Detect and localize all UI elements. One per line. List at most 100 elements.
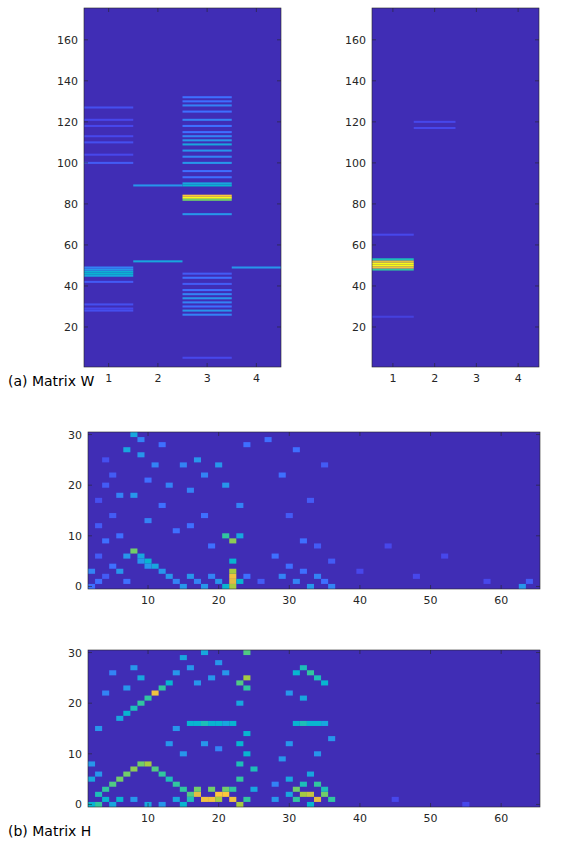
heatmap-cell	[152, 462, 159, 467]
heatmap-cell	[300, 792, 307, 797]
heatmap-cell	[180, 655, 187, 660]
heatmap-cell	[286, 792, 293, 797]
heatmap-cell	[243, 650, 250, 655]
x-tick	[148, 803, 149, 807]
x-tick	[359, 803, 360, 807]
heatmap-cell	[372, 234, 414, 236]
heatmap-cell	[137, 452, 144, 457]
x-tick-label: 60	[494, 594, 508, 607]
heatmap-cell	[286, 513, 293, 518]
y-tick	[536, 753, 540, 754]
heatmap-cell	[236, 579, 243, 584]
y-tick-label: 20	[68, 697, 82, 710]
heatmap-cell	[229, 538, 236, 543]
x-tick	[218, 432, 219, 436]
y-tick	[372, 203, 376, 204]
heatmap-cell	[102, 538, 109, 543]
heatmap-cell	[258, 579, 265, 584]
x-tick	[476, 363, 477, 367]
heatmap-cell	[123, 447, 130, 452]
y-tick-label: 20	[68, 479, 82, 492]
heatmap-background	[84, 8, 281, 367]
x-tick	[430, 432, 431, 436]
heatmap-cell	[173, 797, 180, 802]
x-tick	[289, 585, 290, 589]
heatmap-cell	[159, 802, 166, 807]
heatmap-cell	[123, 711, 130, 716]
heatmap-cell	[116, 797, 123, 802]
heatmap-cell	[243, 797, 250, 802]
heatmap-cell	[183, 293, 232, 295]
heatmap-cell	[166, 777, 173, 782]
heatmap-cell	[328, 584, 335, 589]
heatmap-cell	[88, 777, 95, 782]
y-tick	[535, 39, 539, 40]
heatmap-cell	[123, 554, 130, 559]
x-tick	[430, 803, 431, 807]
heatmap-cell	[265, 437, 272, 442]
heatmap-cell	[229, 584, 236, 589]
y-tick-label: 0	[75, 798, 82, 811]
heatmap-cell	[84, 154, 133, 156]
x-tick	[359, 650, 360, 654]
heatmap-cell	[116, 493, 123, 498]
y-tick	[84, 162, 88, 163]
y-tick-label: 30	[68, 429, 82, 442]
heatmap-cell	[166, 483, 173, 488]
heatmap-cell	[243, 685, 250, 690]
heatmap-cell	[293, 447, 300, 452]
panel-caption: (b) Matrix H	[8, 823, 91, 839]
y-tick	[536, 703, 540, 704]
heatmap-cell	[180, 462, 187, 467]
heatmap-cell	[236, 777, 243, 782]
axes-frame	[84, 8, 281, 367]
heatmap-cell	[84, 135, 133, 137]
heatmap-cell	[123, 772, 130, 777]
y-tick	[535, 285, 539, 286]
heatmap-cell	[109, 782, 116, 787]
heatmap-cell	[328, 736, 335, 741]
heatmap-cell	[243, 574, 250, 579]
plot-area	[372, 8, 539, 367]
heatmap-cell	[183, 195, 232, 197]
y-tick	[372, 162, 376, 163]
heatmap-cell	[314, 675, 321, 680]
x-tick	[518, 8, 519, 12]
x-tick	[434, 8, 435, 12]
heatmap-cell	[84, 281, 133, 283]
x-tick-label: 1	[389, 372, 396, 385]
y-tick-label: 20	[64, 321, 78, 334]
x-tick	[148, 585, 149, 589]
y-tick-label: 140	[345, 75, 366, 88]
heatmap-cell	[133, 260, 182, 262]
heatmap-cell	[215, 792, 222, 797]
heatmap-cell	[109, 513, 116, 518]
heatmap-cell	[356, 569, 363, 574]
heatmap-cell	[152, 564, 159, 569]
heatmap-cell	[95, 726, 102, 731]
x-tick-label: 30	[282, 594, 296, 607]
heatmap-cell	[279, 574, 286, 579]
heatmap-cell	[243, 442, 250, 447]
heatmap-cell	[321, 680, 328, 685]
heatmap-cell	[102, 691, 109, 696]
heatmap-cell	[187, 523, 194, 528]
y-tick	[277, 203, 281, 204]
x-tick-label: 30	[282, 812, 296, 825]
heatmap-cell	[236, 802, 243, 807]
y-tick-label: 40	[352, 280, 366, 293]
heatmap-cell	[102, 483, 109, 488]
y-tick	[84, 244, 88, 245]
heatmap-cell	[130, 548, 137, 553]
heatmap-cell	[183, 289, 232, 291]
heatmap-cell	[208, 721, 215, 726]
heatmap-cell	[137, 701, 144, 706]
heatmap-cell	[183, 143, 232, 145]
heatmap-cell	[145, 802, 152, 807]
y-tick	[535, 203, 539, 204]
heatmap-cell	[145, 564, 152, 569]
x-tick	[518, 363, 519, 367]
y-tick-label: 80	[64, 198, 78, 211]
heatmap-background	[88, 650, 540, 807]
heatmap-cell	[145, 696, 152, 701]
